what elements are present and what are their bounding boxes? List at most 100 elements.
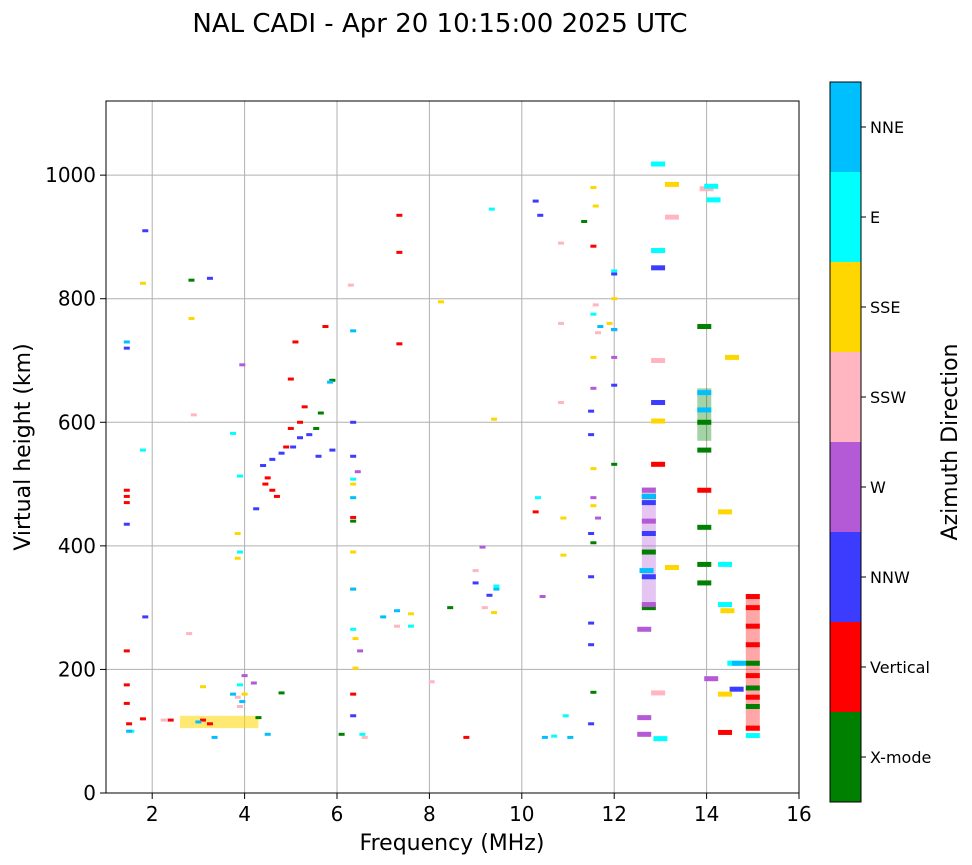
data-point	[745, 733, 760, 739]
data-point	[190, 413, 197, 417]
data-point	[250, 681, 257, 685]
data-point	[637, 715, 652, 721]
data-point	[230, 692, 237, 696]
data-point	[350, 482, 357, 486]
data-point	[350, 550, 357, 554]
data-point	[292, 340, 299, 344]
data-point	[350, 692, 357, 696]
data-point	[729, 686, 744, 692]
data-point	[651, 248, 666, 254]
band-mark	[697, 388, 712, 441]
data-point	[253, 507, 260, 511]
data-point	[206, 722, 213, 726]
data-point	[606, 321, 613, 325]
data-point	[651, 461, 666, 467]
data-point	[352, 637, 359, 641]
data-point	[641, 574, 656, 580]
data-point	[486, 593, 493, 597]
data-point	[350, 496, 357, 500]
data-point	[588, 575, 595, 579]
data-point	[745, 704, 760, 709]
data-point	[664, 181, 679, 187]
data-point	[491, 417, 498, 421]
data-point	[437, 300, 444, 304]
data-point	[329, 378, 336, 382]
data-point	[350, 454, 357, 458]
data-point	[592, 303, 599, 307]
data-point	[211, 735, 218, 739]
data-point	[234, 532, 241, 535]
colorbar-label: W	[870, 478, 886, 497]
data-point	[380, 615, 387, 619]
data-point	[641, 500, 656, 506]
data-point	[236, 474, 243, 478]
data-point	[123, 701, 130, 705]
data-point	[558, 321, 565, 325]
data-point	[697, 324, 712, 330]
data-point	[664, 214, 679, 220]
colorbar-label: NNW	[870, 568, 910, 587]
data-point	[234, 695, 241, 699]
data-point	[329, 448, 336, 452]
data-point	[236, 683, 243, 687]
data-point	[664, 564, 679, 570]
data-point	[200, 718, 207, 722]
data-point	[641, 518, 656, 524]
x-tick-label: 16	[786, 802, 811, 826]
data-point	[350, 587, 357, 591]
data-point	[463, 735, 470, 739]
data-point	[590, 312, 597, 316]
data-point	[313, 426, 320, 430]
data-point	[641, 549, 656, 555]
data-point	[718, 729, 733, 735]
data-point	[327, 380, 334, 384]
data-point	[322, 325, 329, 329]
data-point	[123, 501, 130, 505]
colorbar-segment	[830, 622, 861, 712]
data-point	[590, 690, 597, 694]
data-point	[350, 714, 357, 718]
data-point	[641, 602, 656, 608]
x-tick-label: 14	[694, 802, 719, 826]
data-point	[123, 649, 130, 653]
y-axis-ticks: 0 200 400 600 800 1000	[45, 163, 106, 805]
data-point	[123, 488, 130, 492]
x-tick-label: 4	[238, 802, 251, 826]
data-point	[588, 433, 595, 437]
data-point	[396, 342, 403, 346]
data-point	[278, 451, 285, 455]
data-point	[581, 219, 588, 223]
data-point	[200, 685, 207, 689]
data-point	[297, 420, 304, 424]
data-point	[394, 624, 401, 628]
data-point	[394, 609, 401, 613]
data-point	[407, 624, 414, 628]
data-point	[641, 487, 656, 493]
data-point	[290, 445, 297, 449]
data-point	[588, 532, 595, 535]
data-point	[597, 325, 604, 329]
data-point	[407, 612, 414, 616]
data-point	[590, 541, 597, 545]
data-point	[273, 494, 280, 498]
data-point	[745, 594, 760, 600]
data-point	[255, 716, 262, 720]
data-point	[651, 161, 666, 167]
data-point	[745, 605, 760, 611]
data-marks	[123, 161, 760, 742]
band-mark	[179, 715, 259, 729]
data-point	[428, 680, 435, 684]
data-point	[588, 643, 595, 647]
data-point	[588, 621, 595, 625]
y-tick-label: 600	[58, 410, 96, 434]
data-point	[697, 419, 712, 425]
data-point	[142, 229, 149, 233]
x-axis-label: Frequency (MHz)	[360, 831, 545, 856]
colorbar: X-mode Vertical NNW W SSW SSE E NNE	[829, 81, 931, 803]
data-point	[590, 186, 597, 189]
data-point	[350, 329, 357, 333]
data-point	[126, 722, 133, 726]
data-point	[567, 735, 574, 739]
data-point	[188, 278, 195, 282]
